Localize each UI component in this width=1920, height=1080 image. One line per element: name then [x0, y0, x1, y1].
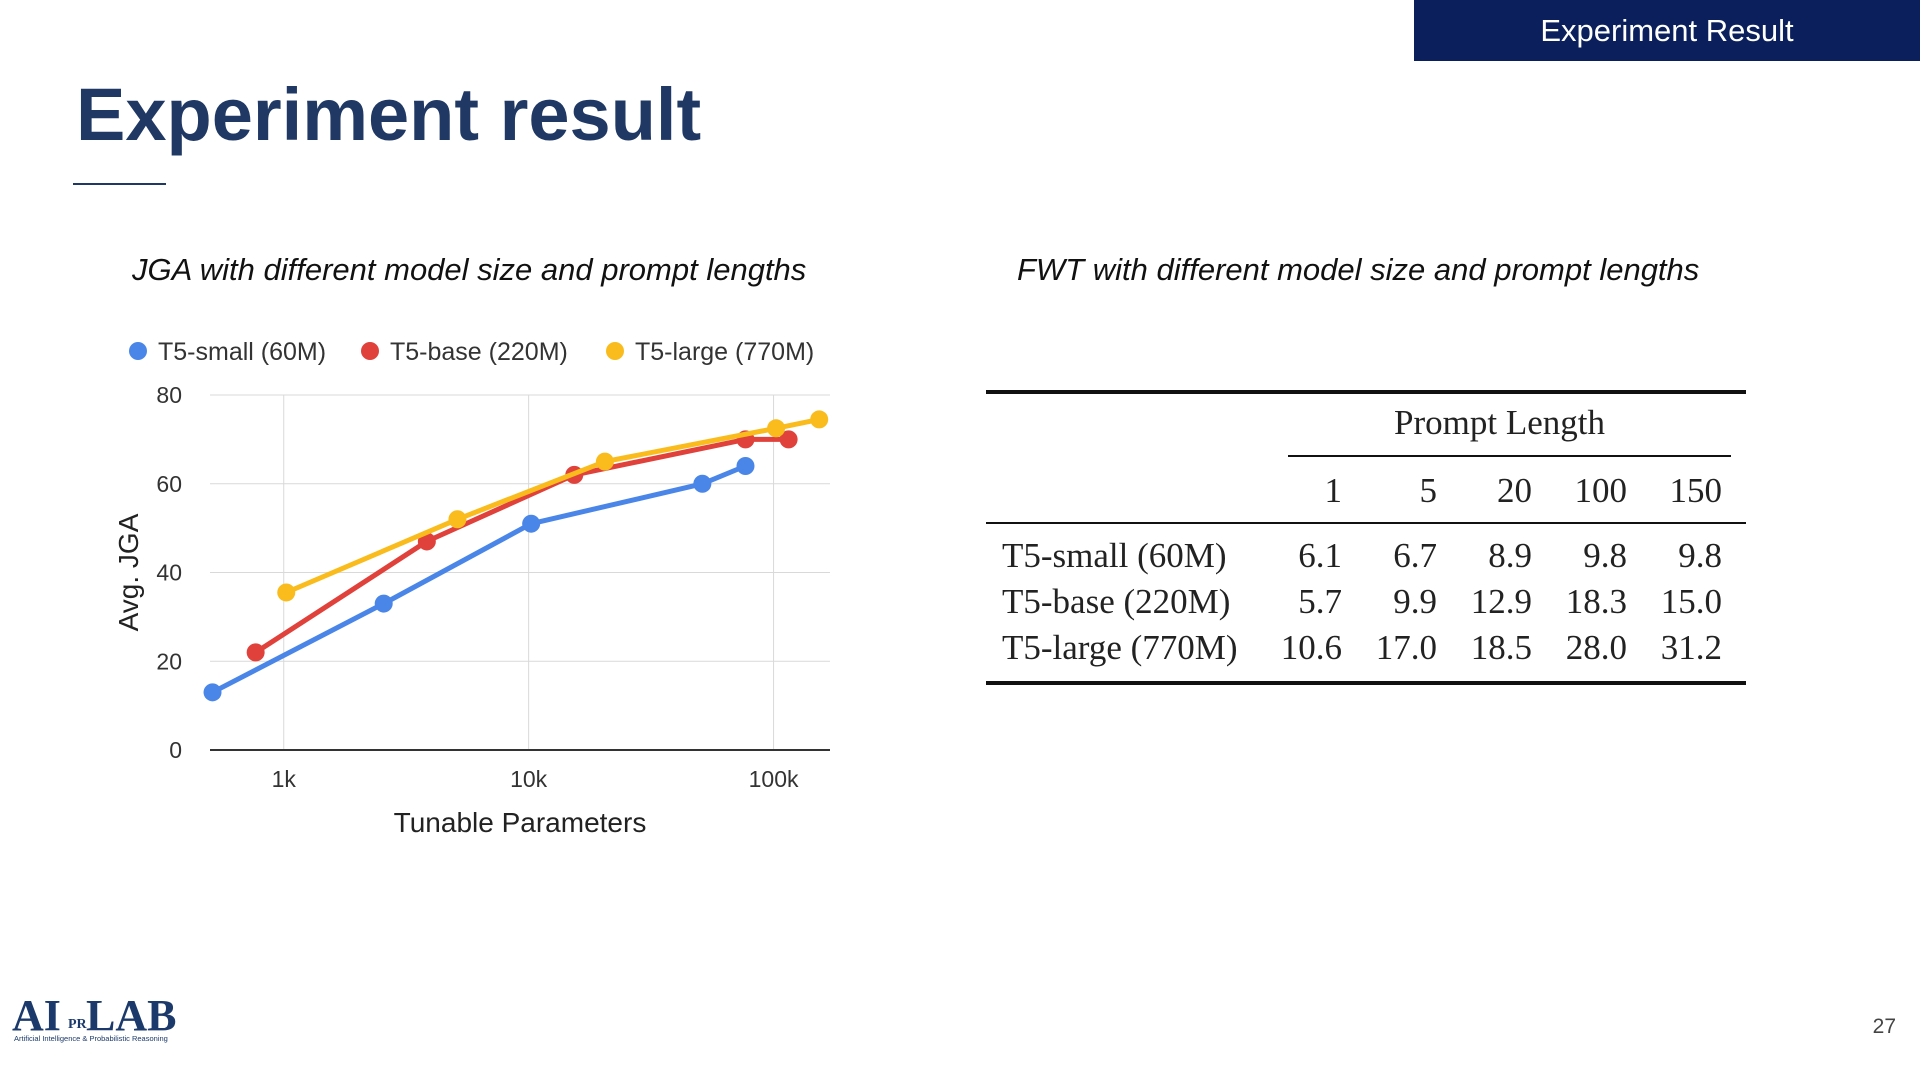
legend-marker	[606, 342, 624, 360]
data-point	[277, 583, 296, 602]
data-point	[595, 452, 614, 471]
logo-text-pr: PR	[68, 1017, 88, 1032]
row-label: T5-base (220M)	[1002, 582, 1231, 621]
series-line	[210, 463, 748, 695]
group-header-rule	[1288, 455, 1731, 457]
x-axis-label: Tunable Parameters	[394, 807, 647, 838]
table-cell: 9.8	[1678, 536, 1722, 575]
data-point	[779, 430, 798, 449]
legend-label: T5-base (220M)	[390, 338, 568, 366]
ailab-logo: AI PR LAB Artificial Intelligence & Prob…	[12, 991, 176, 1043]
table-cell: 8.9	[1488, 536, 1532, 575]
table-cell: 6.7	[1393, 536, 1437, 575]
table-bottom-rule	[986, 681, 1746, 685]
y-tick-label: 80	[156, 382, 182, 408]
data-point	[736, 457, 755, 475]
table-top-rule	[986, 390, 1746, 394]
x-tick-label: 10k	[510, 766, 548, 792]
data-point	[203, 683, 222, 702]
table-cell: 10.6	[1280, 628, 1342, 667]
table-cell: 5.7	[1298, 582, 1342, 621]
table-cell: 9.9	[1393, 582, 1437, 621]
table-cell: 12.9	[1470, 582, 1532, 621]
section-label: Experiment Result	[1540, 12, 1794, 48]
y-tick-label: 40	[156, 560, 182, 586]
legend-label: T5-large (770M)	[635, 338, 814, 366]
legend-marker	[129, 342, 147, 360]
data-point	[693, 474, 712, 493]
chart-caption: JGA with different model size and prompt…	[132, 252, 807, 287]
fwt-table: Prompt Length 1 5 20 100 150 T5-small (6…	[986, 390, 1746, 690]
y-tick-label: 60	[156, 471, 182, 497]
data-point	[246, 643, 265, 662]
table-cell: 28.0	[1565, 628, 1627, 667]
jga-line-chart: 0 20 40 60 80 1k 10k 100k Tunable Parameters Avg.…	[113, 338, 830, 838]
table-cell: 17.0	[1375, 628, 1437, 667]
header-rule	[986, 522, 1746, 524]
y-tick-label: 0	[169, 737, 182, 763]
data-point	[522, 514, 541, 533]
y-axis-label: Avg. JGA	[113, 513, 144, 631]
title-underline	[73, 183, 166, 185]
data-point	[810, 410, 829, 429]
row-label: T5-small (60M)	[1002, 536, 1227, 575]
column-header: 150	[1669, 471, 1723, 510]
logo-tagline: Artificial Intelligence & Probabilistic …	[14, 1034, 168, 1043]
data-point	[448, 510, 467, 529]
logo-text-lab: LAB	[86, 991, 176, 1040]
data-point	[374, 594, 393, 613]
x-tick-label: 1k	[272, 766, 297, 792]
table-cell: 9.8	[1583, 536, 1627, 575]
row-label: T5-large (770M)	[1002, 628, 1238, 667]
table-cell: 15.0	[1660, 582, 1722, 621]
legend-marker	[361, 342, 379, 360]
table-cell: 18.5	[1470, 628, 1532, 667]
slide-title: Experiment result	[76, 73, 702, 156]
legend-label: T5-small (60M)	[158, 338, 326, 366]
table-cell: 31.2	[1660, 628, 1722, 667]
x-tick-label: 100k	[749, 766, 799, 792]
table-cell: 18.3	[1565, 582, 1627, 621]
logo-text-ai: AI	[12, 991, 61, 1040]
page-number: 27	[1872, 1015, 1896, 1038]
column-header: 5	[1419, 471, 1438, 510]
table-group-header: Prompt Length	[1394, 403, 1605, 442]
column-header: 100	[1574, 471, 1628, 510]
column-header: 1	[1324, 471, 1343, 510]
column-header: 20	[1497, 471, 1532, 510]
y-tick-label: 20	[156, 648, 182, 674]
section-banner: Experiment Result	[1414, 0, 1920, 61]
table-caption: FWT with different model size and prompt…	[1017, 252, 1700, 287]
data-point	[767, 419, 786, 438]
series-line	[253, 436, 792, 655]
table-cell: 6.1	[1298, 536, 1342, 575]
